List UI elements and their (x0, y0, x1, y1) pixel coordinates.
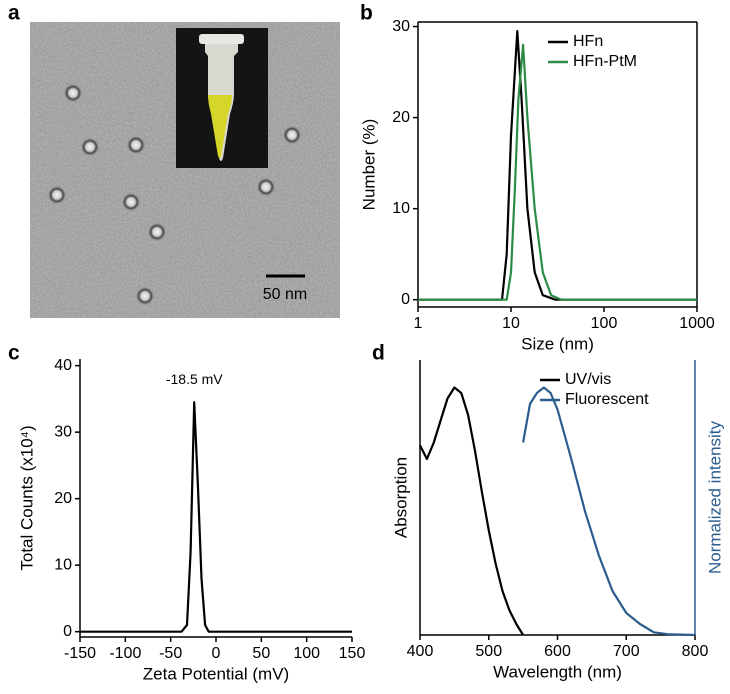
x-axis-label: Wavelength (nm) (493, 662, 622, 681)
y-tick-label: 20 (54, 490, 72, 507)
legend-label: Fluorescent (565, 391, 649, 408)
x-tick-label: -150 (64, 645, 96, 662)
panel-label: d (372, 342, 385, 365)
data-line (522, 386, 696, 637)
y-tick-label: 30 (54, 423, 72, 440)
scale-bar-label: 50 nm (263, 286, 307, 303)
x-axis-label: Size (nm) (521, 334, 594, 353)
data-line (418, 30, 697, 301)
data-line (418, 43, 697, 301)
legend-label: HFn-PtM (573, 53, 637, 70)
legend-label: UV/vis (565, 371, 611, 388)
x-tick-label: 10 (502, 315, 520, 332)
x-tick-label: 700 (613, 643, 640, 660)
x-tick-label: 800 (682, 643, 709, 660)
x-tick-label: 400 (407, 643, 434, 660)
data-line (419, 386, 525, 636)
y-tick-label: 30 (392, 18, 410, 35)
tem-image: 50 nm (30, 22, 340, 318)
panel-label: c (8, 342, 20, 365)
y2-axis-label: Normalized intensity (705, 420, 724, 574)
y-axis-label: Absorption (391, 457, 410, 538)
x-tick-label: 100 (591, 315, 618, 332)
y-tick-label: 0 (401, 291, 410, 308)
annotation: -18.5 mV (166, 371, 223, 387)
x-axis-label: Zeta Potential (mV) (143, 664, 289, 683)
data-line (80, 401, 352, 633)
y-tick-label: 10 (392, 200, 410, 217)
x-tick-label: 50 (252, 645, 270, 662)
legend-label: HFn (573, 33, 603, 50)
x-tick-label: -50 (159, 645, 182, 662)
tube-inset (176, 28, 268, 168)
x-tick-label: 500 (475, 643, 502, 660)
y-axis-label: Total Counts (x10⁴) (17, 425, 36, 570)
x-tick-label: -100 (109, 645, 141, 662)
x-tick-label: 150 (339, 645, 366, 662)
x-tick-label: 100 (293, 645, 320, 662)
x-tick-label: 600 (544, 643, 571, 660)
y-tick-label: 40 (54, 357, 72, 374)
y-axis-label: Number (%) (359, 119, 378, 211)
y-tick-label: 10 (54, 556, 72, 573)
y-tick-label: 20 (392, 109, 410, 126)
x-tick-label: 1 (414, 315, 423, 332)
x-tick-label: 0 (212, 645, 221, 662)
y-tick-label: 0 (63, 623, 72, 640)
panel-label: b (360, 2, 373, 25)
panel-label: a (8, 2, 20, 25)
x-tick-label: 1000 (679, 315, 715, 332)
